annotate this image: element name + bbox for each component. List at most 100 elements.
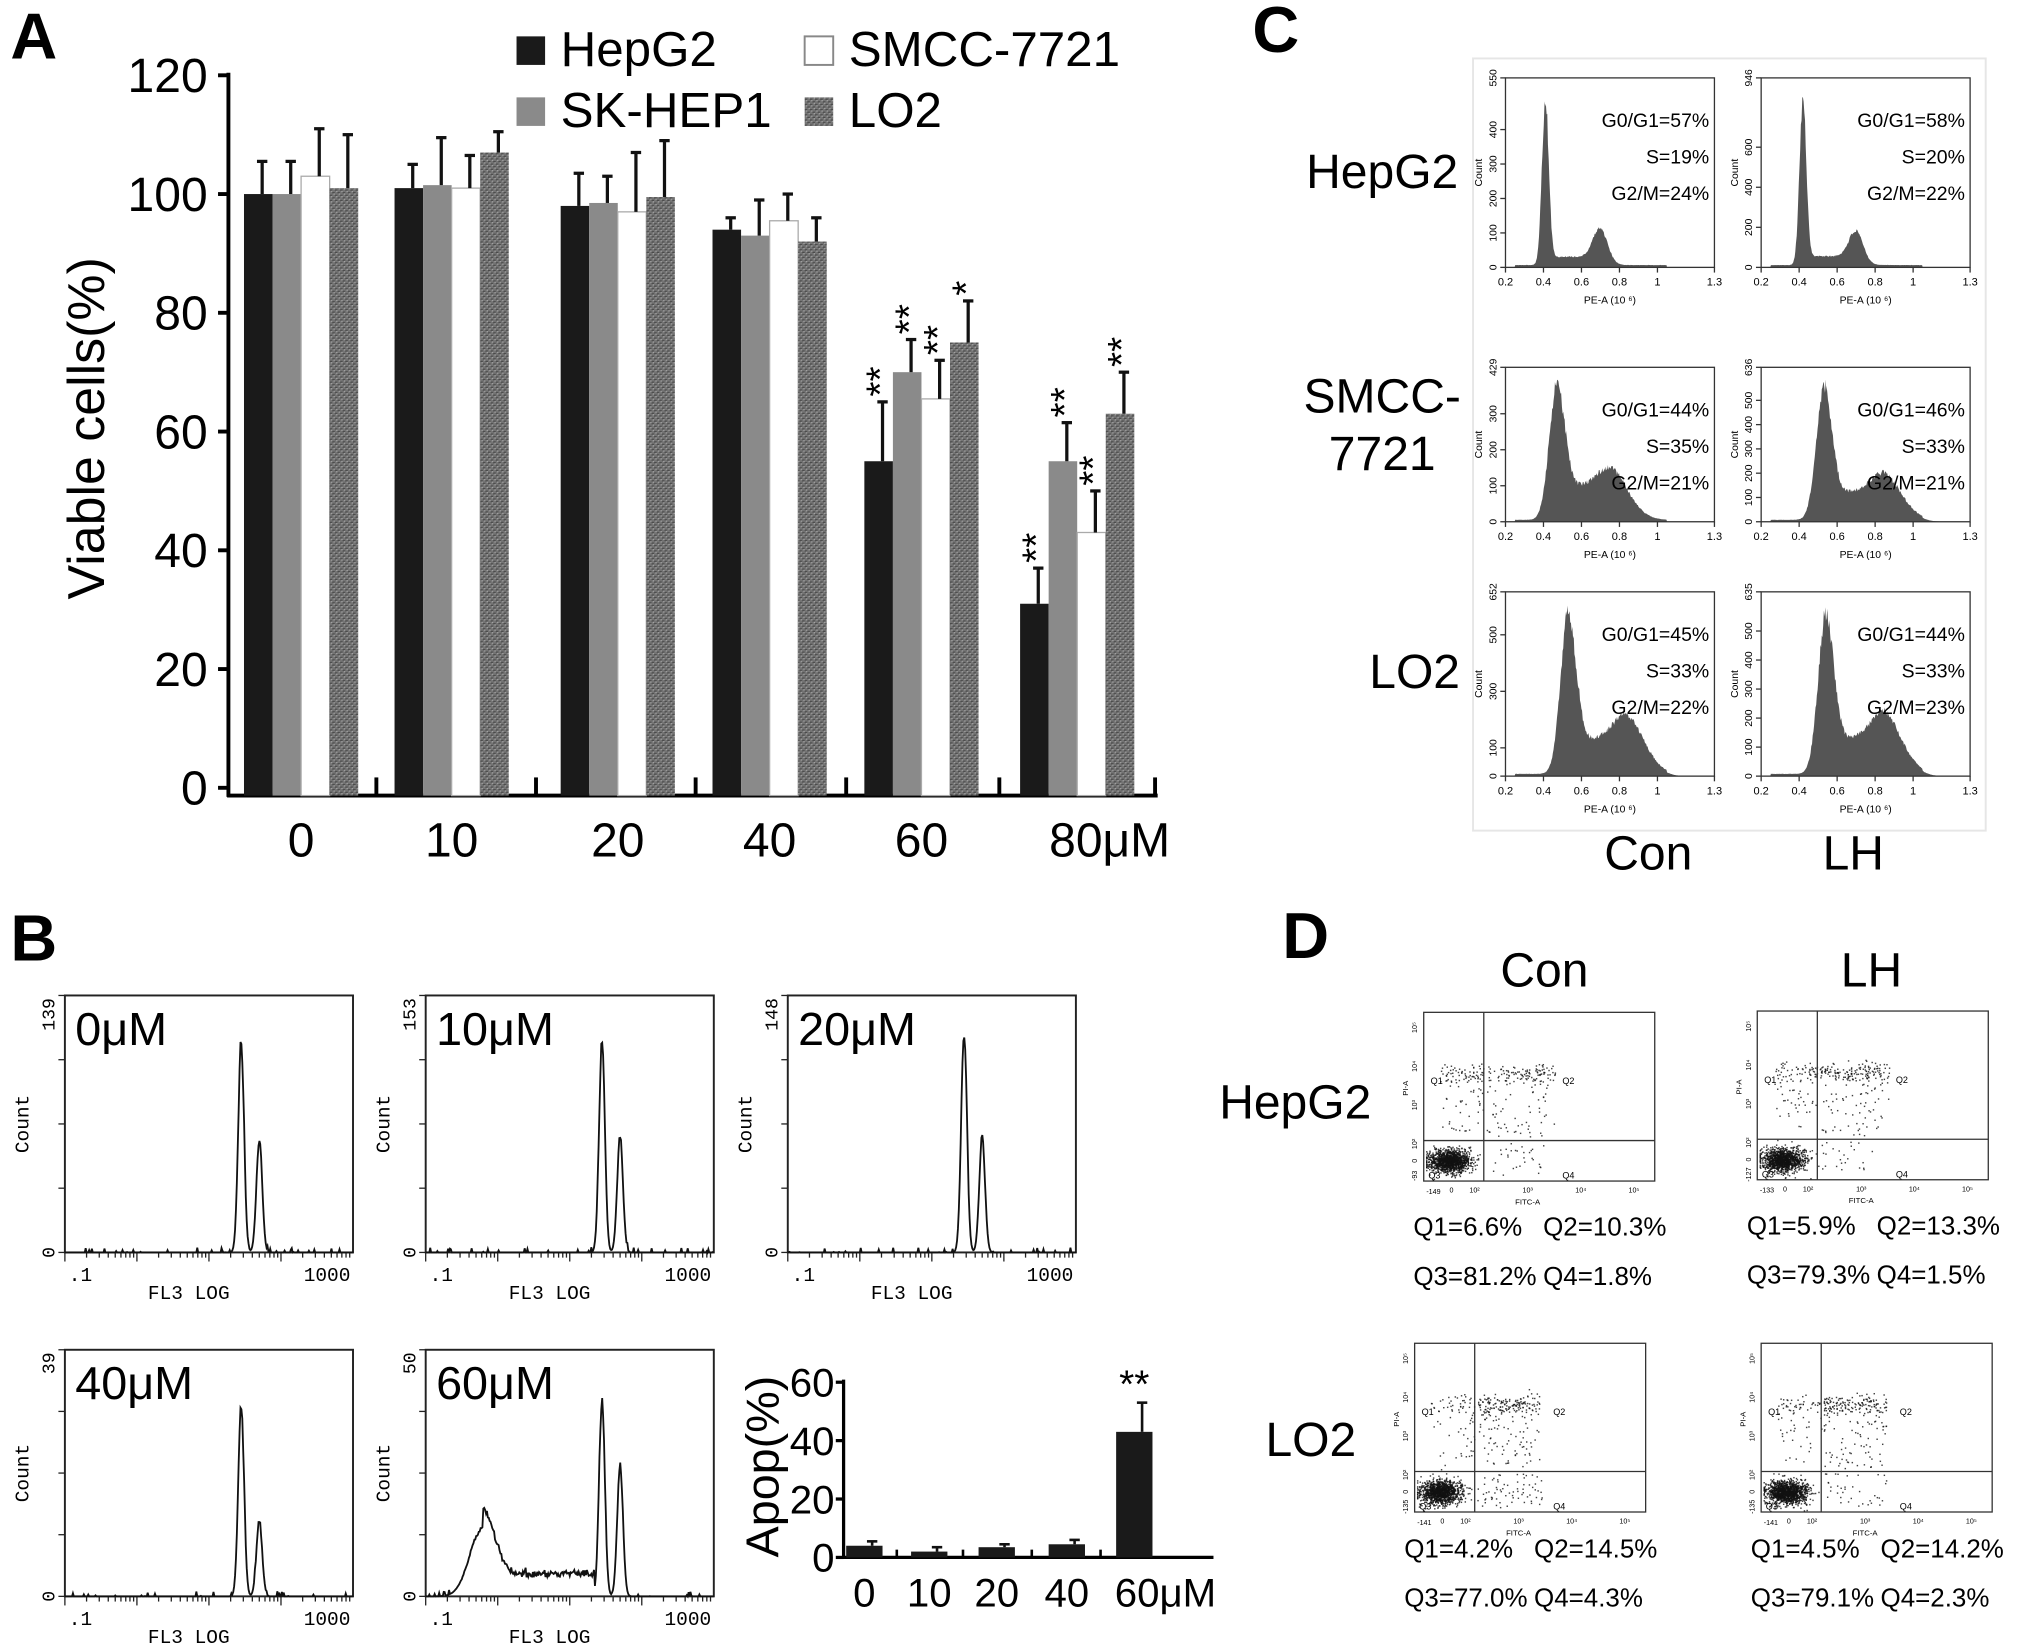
event-dot	[1430, 1500, 1432, 1502]
event-dot	[1812, 1070, 1815, 1073]
event-dot	[1791, 1167, 1794, 1169]
event-dot	[1768, 1153, 1771, 1155]
event-dot	[1776, 1159, 1779, 1162]
event-dot	[1781, 1153, 1784, 1155]
event-dot	[1525, 1075, 1527, 1077]
event-dot	[1457, 1492, 1459, 1495]
event-dot	[1438, 1157, 1441, 1160]
event-dot	[1440, 1172, 1442, 1174]
event-dot	[1782, 1076, 1785, 1078]
event-dot	[1447, 1158, 1450, 1161]
event-dot	[1437, 1150, 1440, 1152]
event-dot	[1444, 1488, 1447, 1491]
bar	[978, 1547, 1015, 1558]
bar-lo2	[1105, 413, 1135, 796]
event-dot	[1770, 1147, 1772, 1149]
event-dot	[1437, 1494, 1439, 1497]
x-tick-label: 1	[1910, 277, 1916, 289]
event-dot	[1781, 1093, 1784, 1096]
y-min-label: -93	[1411, 1171, 1419, 1181]
event-dot	[1510, 1143, 1512, 1145]
event-dot	[1457, 1162, 1460, 1164]
event-dot	[1859, 1079, 1861, 1081]
event-dot	[1841, 1168, 1843, 1171]
x-tick-label: 20	[591, 815, 644, 868]
event-dot	[1863, 1134, 1866, 1137]
legend-label: SMCC-7721	[849, 22, 1120, 77]
event-dot	[1462, 1164, 1465, 1167]
event-dot	[1764, 1155, 1766, 1157]
event-dot	[1801, 1155, 1803, 1157]
event-dot	[1443, 1172, 1445, 1174]
event-dot	[1765, 1152, 1768, 1154]
event-dot	[1507, 1156, 1509, 1158]
event-dot	[1444, 1490, 1447, 1493]
bar-sk-hep1	[272, 194, 302, 796]
quadrant-label: Q3	[1428, 1171, 1440, 1181]
event-dot	[1426, 1162, 1428, 1165]
event-dot	[1527, 1128, 1529, 1130]
event-dot	[1784, 1158, 1787, 1161]
event-dot	[1446, 1492, 1448, 1494]
event-dot	[1444, 1494, 1446, 1497]
event-dot	[1827, 1073, 1829, 1075]
event-dot	[1782, 1171, 1784, 1173]
event-dot	[1431, 1165, 1434, 1168]
event-dot	[1450, 1163, 1452, 1166]
y-tick-label: 0	[1744, 519, 1755, 525]
event-dot	[1460, 1171, 1462, 1173]
event-dot	[1441, 1067, 1444, 1069]
event-dot	[1446, 1502, 1449, 1504]
x-tick-label: 0.4	[1536, 785, 1551, 797]
event-dot	[1502, 1070, 1505, 1072]
y-axis-label: Count	[1474, 431, 1485, 459]
x-tick-label: 1000	[1027, 1265, 1074, 1287]
event-dot	[1428, 1503, 1430, 1505]
event-dot	[1440, 1499, 1443, 1502]
event-dot	[1433, 1160, 1435, 1163]
event-dot	[1441, 1501, 1444, 1504]
event-dot	[1792, 1147, 1794, 1149]
event-dot	[1463, 1166, 1465, 1169]
event-dot	[1768, 1163, 1770, 1166]
event-dot	[1457, 1160, 1459, 1162]
event-dot	[1461, 1164, 1463, 1166]
event-dot	[1514, 1117, 1516, 1120]
bar-hepg2	[864, 461, 893, 796]
event-dot	[1793, 1158, 1796, 1161]
event-dot	[1777, 1077, 1780, 1080]
event-dot	[1453, 1148, 1455, 1150]
event-dot	[1423, 1489, 1426, 1491]
event-dot	[1797, 1163, 1799, 1165]
event-dot	[1803, 1169, 1805, 1171]
event-dot	[1554, 1072, 1557, 1074]
event-dot	[1437, 1171, 1440, 1173]
event-dot	[1452, 1157, 1454, 1159]
event-dot	[1786, 1146, 1788, 1149]
event-dot	[1462, 1156, 1464, 1159]
event-dot	[1795, 1162, 1797, 1164]
event-dot	[1789, 1158, 1792, 1160]
event-dot	[1770, 1160, 1772, 1163]
event-dot	[1443, 1482, 1446, 1485]
event-dot	[1782, 1157, 1784, 1159]
event-dot	[1464, 1484, 1466, 1487]
event-dot	[1416, 1492, 1419, 1494]
event-dot	[1541, 1135, 1543, 1137]
event-dot	[1783, 1172, 1785, 1175]
event-dot	[1428, 1497, 1431, 1499]
event-dot	[1506, 1083, 1508, 1086]
event-dot	[1453, 1173, 1455, 1175]
event-dot	[1453, 1160, 1455, 1162]
event-dot	[1797, 1150, 1799, 1153]
event-dot	[1434, 1496, 1436, 1498]
event-dot	[1785, 1168, 1787, 1171]
event-dot	[1477, 1075, 1479, 1077]
event-dot	[1799, 1163, 1801, 1166]
event-dot	[1437, 1501, 1440, 1503]
event-dot	[1444, 1498, 1447, 1501]
event-dot	[1443, 1147, 1445, 1150]
event-dot	[1791, 1159, 1794, 1162]
event-dot	[1519, 1132, 1522, 1135]
histogram-area	[1761, 379, 1971, 522]
